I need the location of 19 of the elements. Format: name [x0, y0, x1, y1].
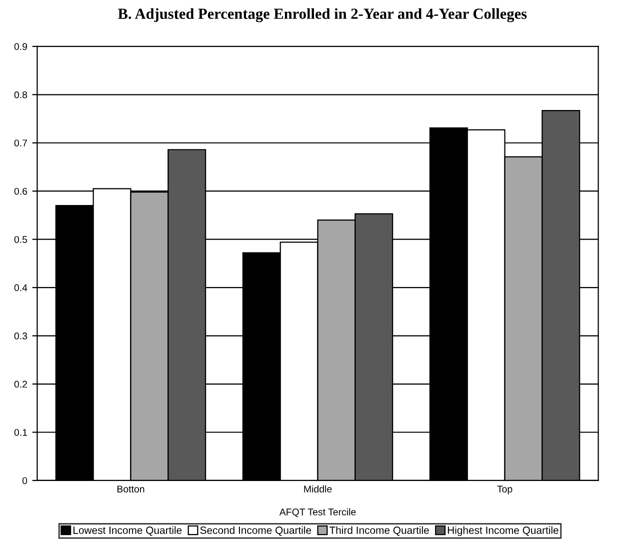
legend-label: Second Income Quartile: [200, 526, 312, 536]
y-tick-label: 0.4: [14, 284, 28, 292]
y-tick-label: 0.7: [14, 140, 27, 146]
y-tick-label: 0.3: [14, 332, 28, 340]
y-tick-label: 0.5: [14, 236, 28, 243]
x-tick-label: Middle: [304, 485, 332, 492]
y-tick-label: 0.2: [14, 380, 27, 388]
legend-label: Highest Income Quartile: [448, 526, 558, 536]
legend-label: Third Income Quartile: [329, 526, 429, 536]
x-tick-label: Botton: [117, 486, 144, 492]
x-tick-label: Top: [497, 486, 512, 494]
y-tick-label: 0.1: [14, 428, 28, 436]
y-tick-label: 0.8: [14, 91, 28, 98]
y-tick-label: 0: [22, 477, 28, 484]
y-tick-label: 0.6: [14, 188, 28, 195]
chart-title: B. Adjusted Percentage Enrolled in 2-Year and 4-Year Colleges: [118, 8, 527, 22]
y-tick-label: 0.9: [14, 43, 28, 50]
legend-label: Lowest Income Quartile: [74, 526, 182, 536]
x-axis-title: AFQT Test Tercile: [279, 508, 356, 518]
